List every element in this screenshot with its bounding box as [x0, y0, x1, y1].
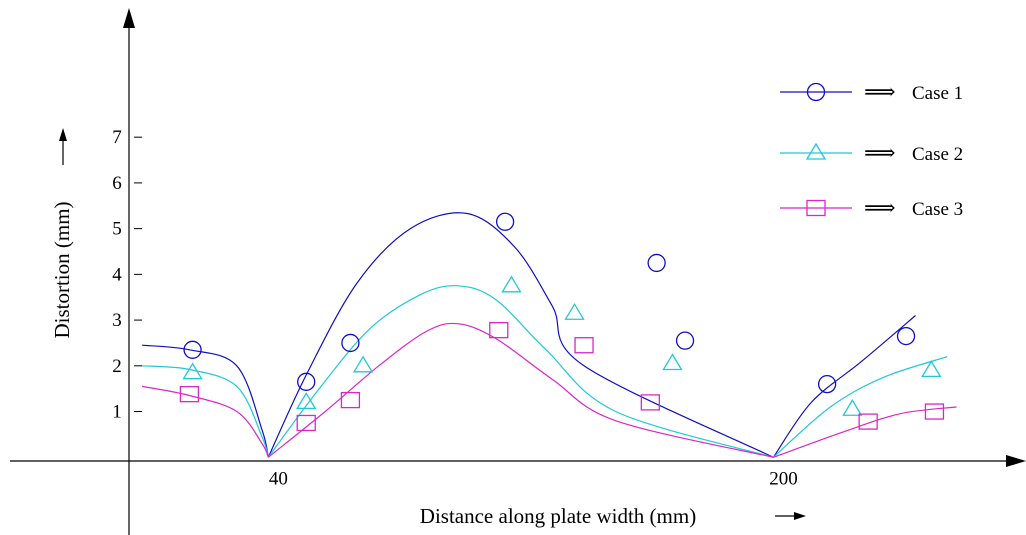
data-point-case-3 [489, 321, 509, 339]
ticks: 1 2 3 4 5 6 7 40 200 [112, 127, 797, 489]
data-point-case-1 [183, 340, 202, 359]
data-point-case-3 [340, 391, 361, 409]
y-tick-label: 7 [112, 127, 122, 148]
x-axis-title-group: Distance along plate width (mm) [420, 504, 806, 528]
series-line-case-3 [141, 385, 269, 458]
data-point-case-2 [564, 302, 585, 320]
axes [10, 8, 1026, 535]
series-line-case-2 [142, 365, 269, 458]
y-axis-arrowhead [123, 8, 135, 28]
y-axis-title-arrowhead [59, 128, 67, 141]
series-line-case-2 [267, 285, 774, 458]
data-point-case-3 [640, 394, 660, 411]
x-axis-title-arrowhead [794, 512, 806, 520]
series-line-case-1 [267, 212, 774, 458]
data-point-case-3 [179, 386, 200, 403]
data-point-case-2 [842, 398, 863, 416]
series-line-case-1 [772, 315, 916, 458]
legend: ⟹ Case 1 ⟹ Case 2 ⟹ Case 3 [780, 79, 963, 220]
legend-marker-case-3 [806, 199, 826, 217]
legend-label-case-1: Case 1 [912, 83, 963, 104]
data-point-case-1 [675, 331, 695, 350]
y-axis-title: Distortion (mm) [50, 201, 74, 338]
series-markers [179, 212, 945, 432]
data-point-case-1 [341, 333, 360, 353]
y-axis-title-group: Distortion (mm) [50, 128, 74, 339]
legend-label-case-2: Case 2 [912, 144, 963, 165]
legend-arrow: ⟹ [864, 195, 896, 220]
y-tick-label: 3 [112, 310, 122, 331]
data-point-case-1 [495, 212, 515, 231]
x-tick-label: 200 [769, 468, 798, 489]
series-line-case-3 [773, 406, 957, 458]
data-point-case-1 [817, 374, 837, 394]
series-line-case-1 [142, 344, 269, 458]
data-point-case-1 [647, 253, 666, 273]
legend-arrow: ⟹ [864, 79, 896, 104]
series-curves [141, 212, 957, 458]
data-point-case-2 [921, 360, 942, 378]
data-point-case-2 [182, 362, 203, 380]
y-tick-label: 2 [112, 356, 122, 377]
data-point-case-2 [662, 353, 683, 371]
data-point-case-3 [924, 403, 945, 420]
legend-marker-case-1 [806, 82, 826, 102]
data-point-case-1 [896, 326, 916, 346]
y-tick-label: 1 [112, 402, 122, 423]
data-point-case-1 [297, 372, 316, 391]
data-point-case-3 [574, 337, 594, 354]
x-axis-title: Distance along plate width (mm) [420, 504, 696, 528]
x-tick-label: 40 [269, 468, 288, 489]
y-tick-label: 6 [112, 173, 122, 194]
y-tick-label: 4 [112, 264, 122, 285]
series-line-case-3 [267, 322, 774, 458]
legend-label-case-3: Case 3 [912, 199, 963, 220]
x-axis-arrowhead [1006, 455, 1026, 467]
y-tick-label: 5 [112, 219, 122, 240]
data-point-case-2 [296, 392, 317, 410]
data-point-case-3 [858, 413, 878, 430]
data-point-case-2 [501, 275, 522, 293]
data-point-case-2 [352, 355, 374, 373]
data-point-case-3 [296, 414, 316, 432]
legend-marker-case-2 [805, 142, 827, 160]
series-line-case-2 [773, 356, 948, 458]
legend-arrow: ⟹ [864, 140, 896, 165]
